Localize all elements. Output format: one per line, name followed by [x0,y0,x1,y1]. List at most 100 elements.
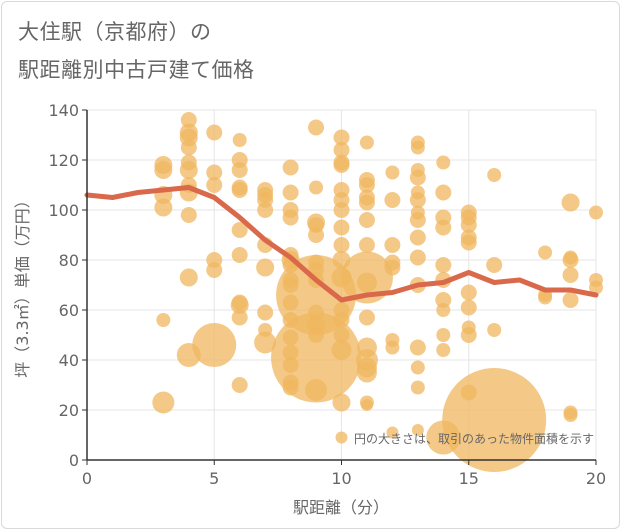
bubble-point [409,192,426,208]
chart-title-line1: 大住駅（京都府）の [18,20,212,44]
bubble-point [256,258,275,277]
y-tick-label: 40 [59,351,79,370]
bubble-point [589,280,603,295]
bubble-point [410,380,425,395]
bubble-point [309,180,324,195]
bubble-point [562,252,579,268]
bubble-point [356,362,377,383]
bubble-point [180,207,197,223]
bubble-point [460,284,477,301]
bubble-point [232,133,247,147]
chart-title-line2: 駅距離別中古戸建て価格 [18,58,255,82]
bubble-point [436,328,451,342]
bubble-point [333,312,350,328]
bubble-point [180,139,197,156]
trend-line [84,185,599,303]
axes: 0 20 40 60 80 100 120 140 0 5 10 15 20 [48,101,606,488]
bubble-point [409,249,426,266]
bubble-point [563,408,578,422]
bubble-point [561,193,580,212]
y-tick-label: 140 [48,101,79,120]
x-axis-label: 駅距離（分） [293,498,389,517]
bubble-point [442,368,547,472]
bubble-point [358,177,375,193]
x-tick-label: 10 [331,469,351,488]
bubble-point [435,219,452,236]
bubble-point [358,212,375,228]
bubble-point [231,222,248,238]
bubble-point [331,340,352,360]
y-tick-label: 80 [59,251,79,270]
bubble-point [460,327,477,343]
bubble-point [333,142,350,158]
bubble-point [335,431,348,444]
bubble-point [538,290,553,305]
bubble-point [384,237,401,253]
y-tick-label: 20 [59,401,79,420]
x-tick-label: 5 [209,469,219,488]
bubble-point [231,309,248,326]
bubble-point [435,184,452,201]
bubble-point [192,323,237,367]
bubble-point [436,303,451,317]
bubble-point [486,257,503,273]
bubble-point [410,140,425,155]
bubble-point [180,112,197,128]
size-annotation: 円の大きさは、取引のあった物件面積を示す [354,431,594,446]
bubble-point [436,343,451,357]
bubble-point [206,262,223,278]
bubble-point [562,267,579,283]
bubble-point [231,182,248,198]
y-tick-label: 100 [48,201,79,220]
y-tick-label: 0 [69,451,79,470]
bubble-point [411,424,424,436]
bubble-point [257,202,274,218]
bubble-point [410,360,425,375]
bubble-layer [152,112,603,472]
bubble-point [333,202,350,218]
bubble-point [230,296,249,314]
bubble-point [152,391,175,414]
bubble-point [460,234,477,251]
bubble-point [154,198,173,217]
bubble-point [206,164,223,181]
y-axis-label: 坪（3.3㎡）単価（万円） [13,192,32,377]
bubble-point [154,161,173,179]
bubble-point [282,184,299,201]
bubble-point [409,169,426,186]
bubble-point [358,309,375,326]
bubble-point [409,212,426,228]
bubble-point [333,157,350,173]
bubble-point [231,162,248,178]
bubble-point [305,379,328,401]
bubble-point [231,247,248,263]
x-tick-label: 15 [459,469,479,488]
bubble-point [409,339,426,356]
bubble-point [460,217,477,233]
bubble-point [385,340,400,355]
bubble-point [308,119,325,136]
bubble-point [231,377,248,393]
bubble-point [409,229,426,246]
bubble-point [538,245,553,260]
bubble-point [435,292,452,308]
bubble-point [460,299,477,316]
x-tick-label: 0 [82,469,92,488]
bubble-point [308,227,325,243]
bubble-point [487,323,502,337]
bubble-point [254,331,277,354]
bubble-point [385,165,400,180]
bubble-point [435,257,452,273]
bubble-point [333,219,350,236]
bubble-point [384,259,401,276]
bubble-point [282,159,299,176]
bubble-point [206,177,223,193]
bubble-point [333,129,350,146]
x-tick-label: 20 [586,469,606,488]
bubble-point [436,155,451,170]
bubble-point [589,205,603,220]
bubble-point [156,313,171,327]
bubble-point [333,237,350,253]
bubble-point [333,327,350,343]
